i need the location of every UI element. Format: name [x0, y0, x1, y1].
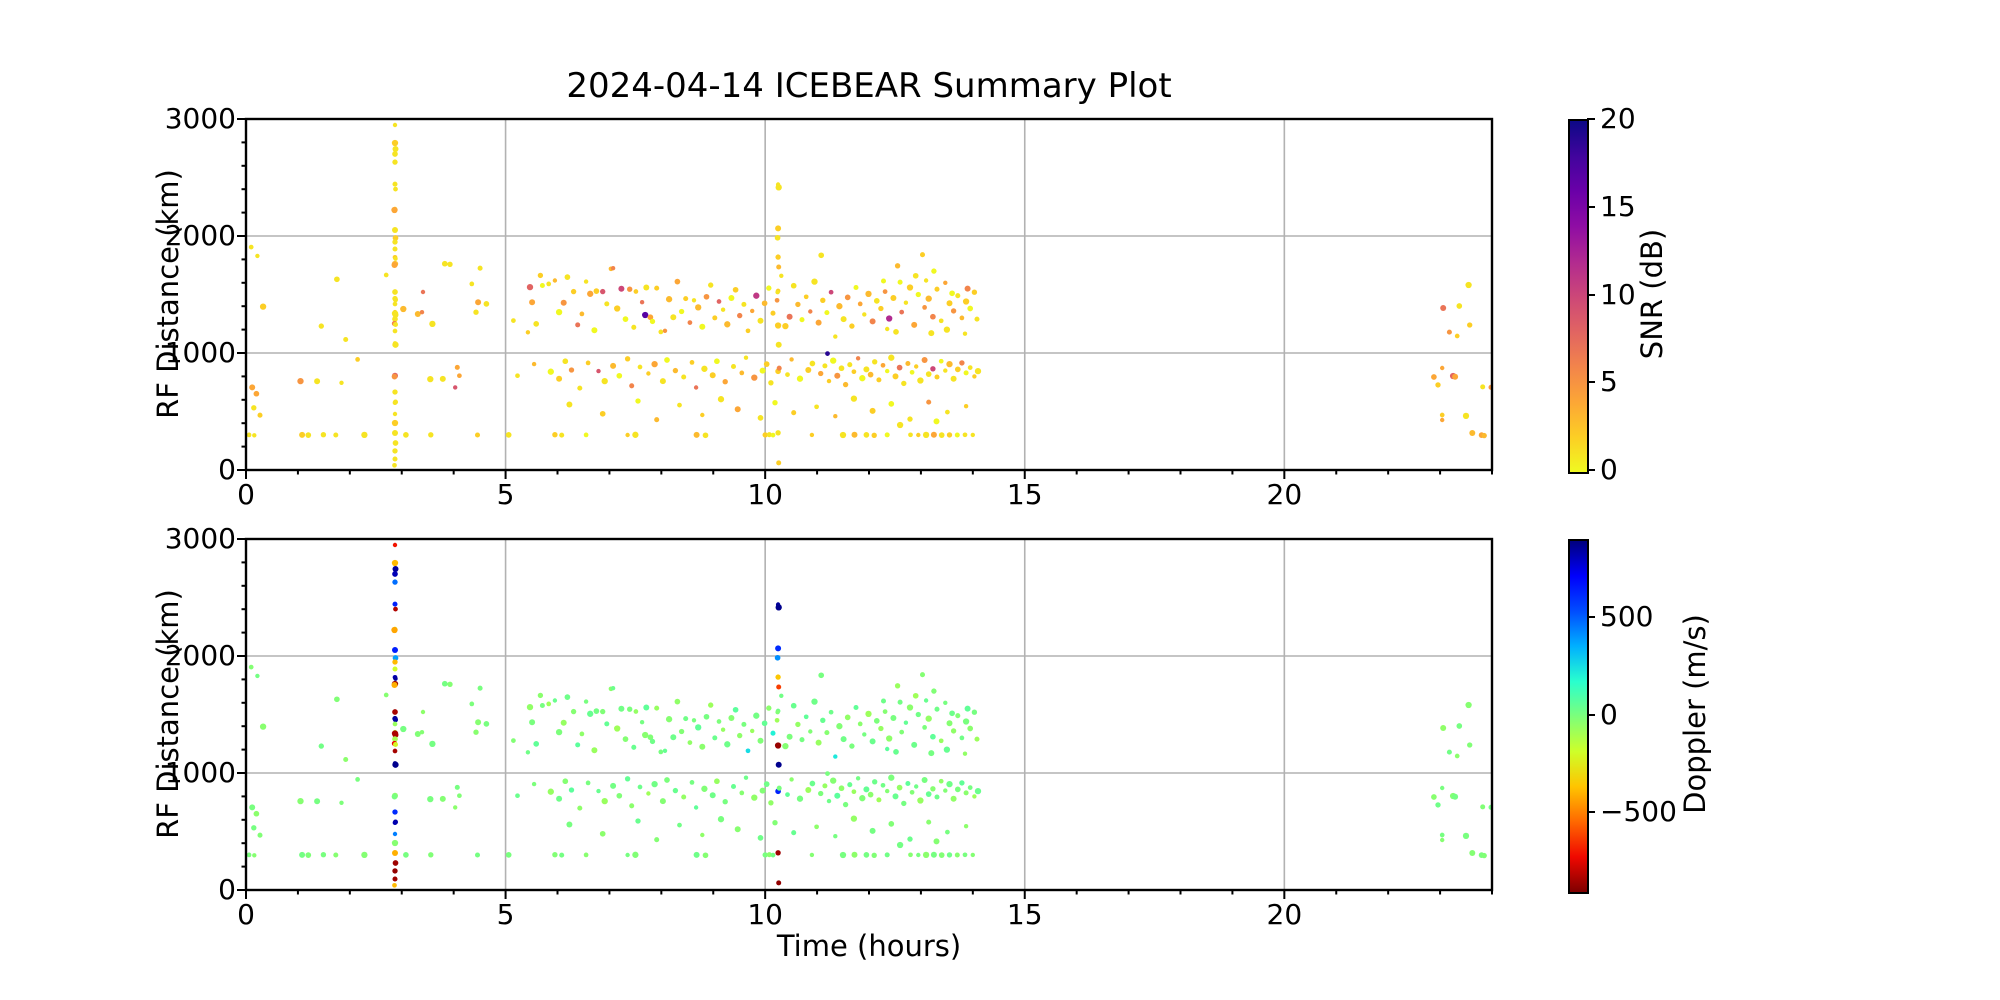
colorbar-tick: [1587, 811, 1595, 813]
y-tick-label: 3000: [164, 522, 236, 555]
y-tick-label: 1000: [164, 336, 236, 369]
y-tick-label: 2000: [164, 219, 236, 252]
y-tick-label: 0: [218, 873, 236, 906]
y-tick-label: 3000: [164, 102, 236, 135]
x-tick-label: 10: [747, 478, 783, 511]
figure-title: 2024-04-14 ICEBEAR Summary Plot: [566, 66, 1172, 106]
colorbar-tick: [1587, 118, 1595, 120]
snr-colorbar: [1568, 119, 1589, 474]
bottom-y-axis-label: RF Distance (km): [151, 589, 185, 839]
x-tick-label: 20: [1266, 898, 1303, 931]
x-tick-label: 15: [1006, 898, 1043, 931]
x-tick-label: 10: [747, 898, 783, 931]
doppler-scatter-plot: [237, 537, 1494, 899]
y-tick-label: 1000: [164, 756, 236, 789]
colorbar-tick: [1587, 713, 1595, 716]
x-tick-label: 15: [1006, 478, 1043, 511]
x-tick-label: 5: [496, 478, 515, 511]
x-tick-label: 5: [496, 898, 515, 931]
snr-colorbar-label: SNR (dB): [1635, 228, 1669, 360]
y-tick-label: 0: [218, 453, 236, 486]
top-y-axis-label: RF Distance (km): [151, 169, 185, 419]
colorbar-tick-label: 5: [1600, 365, 1618, 399]
doppler-colorbar-label: Doppler (m/s): [1678, 614, 1712, 814]
y-tick-label: 2000: [164, 639, 236, 672]
colorbar-tick-label: 0: [1600, 697, 1618, 731]
colorbar-tick: [1587, 293, 1595, 296]
x-tick-label: 0: [237, 898, 255, 931]
x-axis-label: Time (hours): [776, 929, 962, 963]
colorbar-tick-label: 15: [1600, 189, 1636, 223]
doppler-colorbar: [1568, 539, 1589, 894]
colorbar-tick: [1587, 381, 1595, 384]
colorbar-tick-label: 0: [1600, 453, 1618, 486]
colorbar-tick: [1587, 616, 1595, 618]
x-tick-label: 20: [1266, 478, 1303, 511]
colorbar-tick-label: 10: [1600, 277, 1636, 311]
snr-scatter-plot: [237, 117, 1494, 479]
colorbar-tick-label: 500: [1600, 600, 1654, 633]
colorbar-tick-label: 20: [1600, 102, 1636, 135]
colorbar-tick: [1587, 469, 1595, 471]
colorbar-tick-label: −500: [1600, 795, 1677, 828]
x-tick-label: 0: [237, 478, 255, 511]
colorbar-tick: [1587, 205, 1595, 208]
